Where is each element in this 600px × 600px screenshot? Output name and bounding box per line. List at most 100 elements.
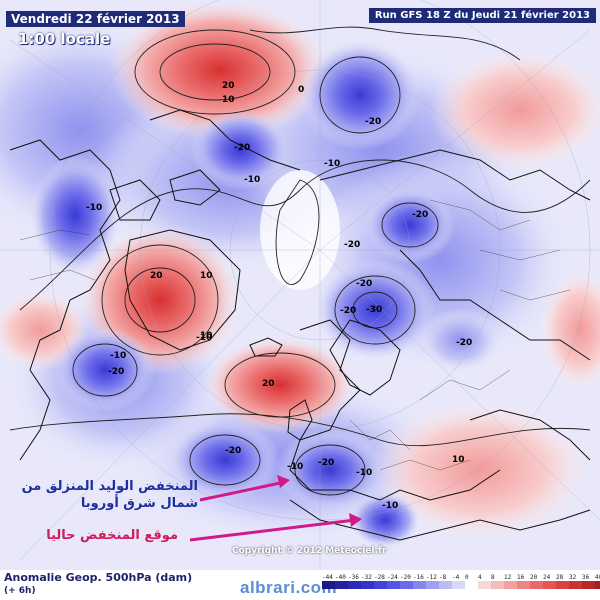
header-left: Vendredi 22 février 2013 1:00 locale [6, 8, 185, 48]
scale-tick: 24 [543, 574, 551, 581]
siberia-coast [319, 149, 591, 201]
scale-cell [517, 581, 530, 589]
pacific-high-label: 20 [222, 81, 235, 91]
russia-low-label: -20 [340, 306, 356, 316]
scale-tick: -44 [322, 574, 333, 581]
scale-tick: 12 [504, 574, 512, 581]
map-title: Anomalie Geop. 500hPa (dam) [4, 571, 193, 584]
scale-cell [400, 581, 413, 589]
anomaly-fields [0, 0, 600, 548]
new-low-arrow [199, 480, 286, 502]
contour-lines [9, 26, 591, 496]
scale-tick: -36 [348, 574, 359, 581]
atlantic-low-label-2: -10 [287, 462, 303, 472]
scale-cell [387, 581, 400, 589]
new-low-annotation: المنخفض الوليد المنزلق من شمال شرق أوروب… [21, 479, 198, 511]
scale-cell [595, 581, 600, 589]
scale-tick: 4 [478, 574, 482, 581]
british-isles-coast [287, 399, 313, 441]
russia-low-label-2: -20 [356, 279, 372, 289]
scale-tick: -16 [413, 574, 424, 581]
contour-labels: 20 10 0 -20 -20 -10 -10 -10 -20 -20 -20 … [86, 81, 472, 511]
copyright: Copyright © 2012 Meteociel.fr [232, 546, 387, 556]
siberia-low-label: -20 [365, 117, 381, 127]
scandi-low-label-2: -20 [412, 210, 428, 220]
iceland-coast [249, 337, 283, 357]
east-low-label-2: -10 [196, 333, 212, 343]
scale-cell [556, 581, 569, 589]
us-low-label-2: -20 [108, 367, 124, 377]
asia-pos-label: 10 [452, 455, 465, 465]
canada-low-label: -10 [86, 203, 102, 213]
scale-cell [530, 581, 543, 589]
scale-cell [426, 581, 439, 589]
watermark: albrari.com [240, 578, 338, 597]
current-low-arrowhead [349, 513, 362, 527]
east-low-label: -20 [456, 338, 472, 348]
scale-tick: 32 [569, 574, 577, 581]
current-low-arrow [189, 518, 356, 542]
scale-tick: -4 [452, 574, 460, 581]
north-zero-label: 0 [298, 85, 304, 95]
europe-coast [289, 319, 501, 501]
scale-cell [348, 581, 361, 589]
footer: Anomalie Geop. 500hPa (dam) (+ 6h) [0, 570, 600, 600]
scale-cell [543, 581, 556, 589]
scale-cell [413, 581, 426, 589]
scale-tick: 20 [530, 574, 538, 581]
alaska-coast [149, 109, 301, 171]
greenland-coast [124, 229, 241, 351]
arctic-low-label: -10 [324, 159, 340, 169]
scale-ticks: -44 -40 -36 -32 -28 -24 -20 -16 -12 -8 -4 0 4 8 12 16 20… [322, 574, 600, 581]
scale-tick: 0 [465, 574, 469, 581]
scale-tick: 8 [491, 574, 495, 581]
us-low-label: -10 [110, 351, 126, 361]
scale-tick: -32 [361, 574, 372, 581]
scale-cell [465, 581, 478, 589]
color-scale: -44 -40 -36 -32 -28 -24 -20 -16 -12 -8 -4 0 4 8 12 16 20… [322, 574, 600, 589]
russia-low-center: -30 [366, 305, 382, 315]
annotation-arrows [189, 475, 362, 542]
scale-tick: -24 [387, 574, 398, 581]
borders [19, 199, 571, 471]
scandi-low-label: -20 [344, 240, 360, 250]
alaska-low-label-2: -10 [244, 175, 260, 185]
current-low-annotation: موقع المنخفض حاليا [46, 528, 178, 543]
scale-cell [478, 581, 491, 589]
scale-cell [361, 581, 374, 589]
med-low-label: -10 [382, 501, 398, 511]
forecast-time: 1:00 locale [18, 30, 111, 48]
scale-tick: 28 [556, 574, 564, 581]
scale-tick: -28 [374, 574, 385, 581]
scale-tick: 40 [595, 574, 600, 581]
scale-cell [439, 581, 452, 589]
scale-cells [322, 581, 600, 589]
scale-cell [582, 581, 595, 589]
scale-cell [374, 581, 387, 589]
scale-cell [322, 581, 335, 589]
run-info: Run GFS 18 Z du Jeudi 21 février 2013 [368, 8, 596, 23]
scale-tick: -20 [400, 574, 411, 581]
scale-cell [335, 581, 348, 589]
europe-low-label: -20 [318, 458, 334, 468]
greenland-high-label-2: 10 [200, 271, 213, 281]
alaska-low-label: -20 [234, 143, 250, 153]
forecast-date: Vendredi 22 février 2013 [6, 11, 185, 27]
coastlines [9, 109, 591, 541]
scale-cell [452, 581, 465, 589]
scale-tick: -40 [335, 574, 346, 581]
scale-tick: -12 [426, 574, 437, 581]
greenland-high-label-3: 10 [200, 331, 213, 341]
scandinavia-coast [329, 319, 401, 396]
pacific-high-label-2: 10 [222, 95, 235, 105]
scale-cell [569, 581, 582, 589]
scale-tick: 36 [582, 574, 590, 581]
forecast-step: (+ 6h) [4, 586, 36, 596]
atlantic-low-label: -20 [225, 446, 241, 456]
atlantic-high-label: 20 [262, 379, 275, 389]
greenland-high-label: 20 [150, 271, 163, 281]
scale-tick: -8 [439, 574, 447, 581]
scale-tick: 16 [517, 574, 525, 581]
new-low-arrowhead [277, 475, 290, 488]
